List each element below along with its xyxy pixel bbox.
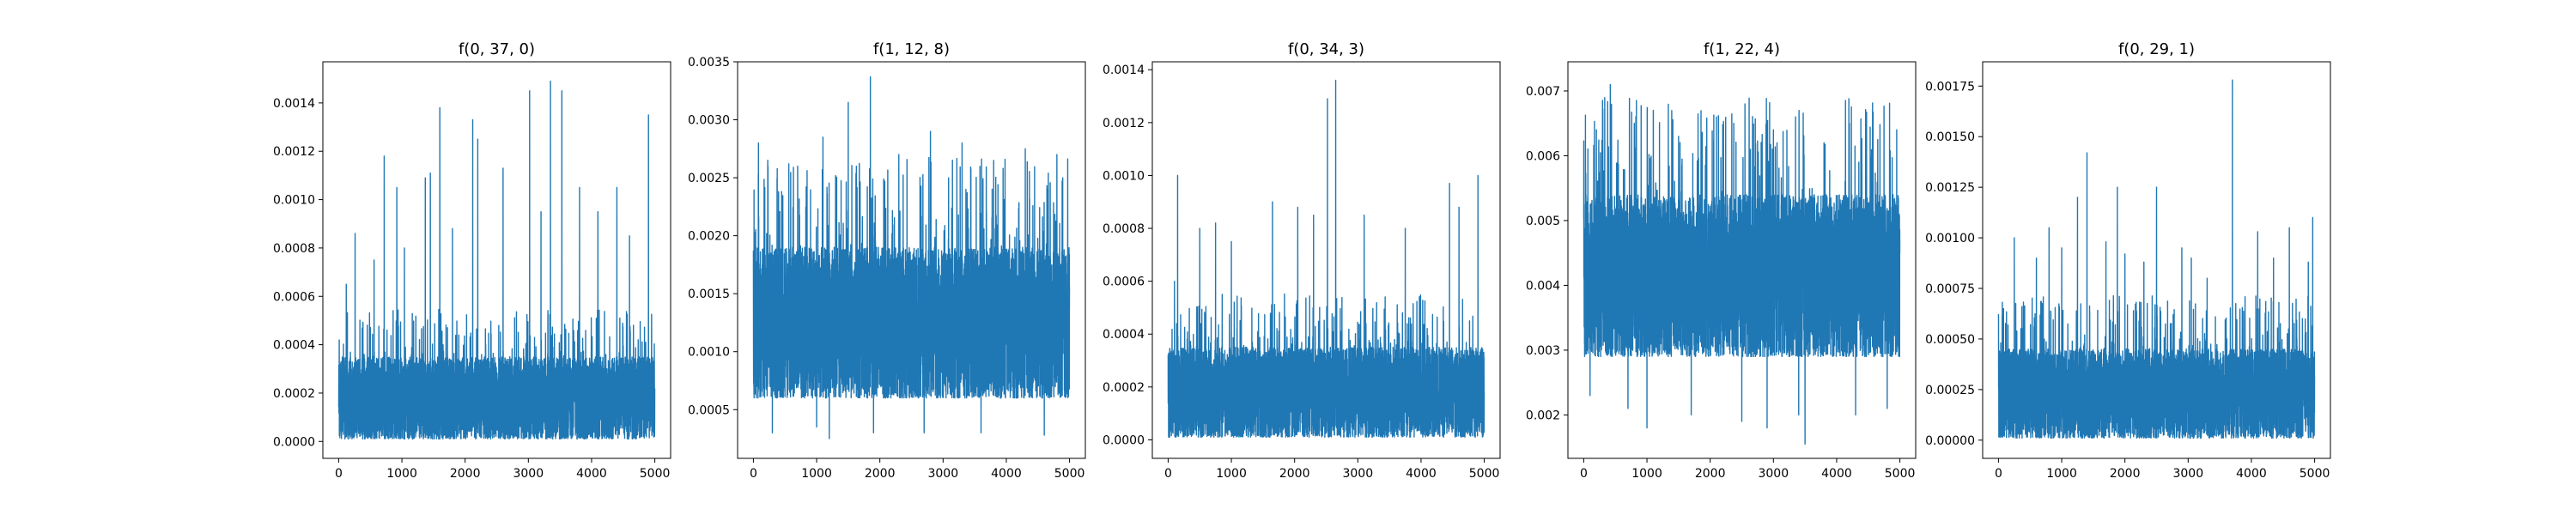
chart-title: f(1, 12, 8)	[873, 40, 950, 58]
x-tick-label: 0	[1580, 467, 1588, 481]
x-tick-label: 5000	[2300, 467, 2330, 481]
y-tick-label: 0.0006	[273, 290, 315, 304]
x-tick-label: 0	[1164, 467, 1172, 481]
x-tick-label: 5000	[640, 467, 671, 481]
x-tick-label: 5000	[1469, 467, 1500, 481]
axes-frame	[737, 61, 1086, 459]
axes-frame	[1567, 61, 1917, 459]
y-tick-label: 0.003	[1526, 344, 1560, 358]
chart-title: f(0, 37, 0)	[459, 40, 535, 58]
x-tick-label: 4000	[991, 467, 1022, 481]
x-tick-label: 2000	[865, 467, 896, 481]
x-tick-label: 3000	[927, 467, 958, 481]
y-tick-label: 0.0010	[273, 194, 315, 208]
series-line	[1167, 79, 1485, 439]
chart-panel-3: f(0, 34, 3) 0 1000 2000 3000 4000 5000 0.0000 0…	[1103, 40, 1501, 481]
y-tick-label: 0.0002	[273, 387, 315, 401]
x-tick-label: 2000	[1695, 467, 1726, 481]
y-tick-label: 0.00150	[1925, 130, 1975, 144]
y-tick-label: 0.0008	[1103, 222, 1145, 236]
x-tick-label: 3000	[1758, 467, 1789, 481]
series-line	[1997, 79, 2316, 439]
chart-panel-4: f(1, 22, 4) 0 1000 2000 3000 4000 5000 0.002 0.…	[1526, 40, 1917, 481]
chart-panel-2: f(1, 12, 8) 0 1000 2000 3000 4000 5000 0.0005 0…	[688, 40, 1086, 481]
y-tick-label: 0.004	[1526, 279, 1560, 293]
y-tick-label: 0.0000	[273, 435, 315, 449]
x-tick-label: 2000	[1279, 467, 1310, 481]
x-tick-label: 4000	[1821, 467, 1852, 481]
axes-frame	[1151, 61, 1501, 459]
x-tick-label: 1000	[386, 467, 417, 481]
y-tick-label: 0.005	[1526, 215, 1560, 228]
y-tick-label: 0.0004	[273, 339, 315, 353]
x-tick-label: 2000	[450, 467, 481, 481]
x-tick-label: 3000	[2172, 467, 2203, 481]
x-tick-label: 1000	[801, 467, 832, 481]
x-tick-label: 1000	[1631, 467, 1662, 481]
axes-frame	[322, 61, 671, 459]
y-tick-label: 0.0030	[688, 114, 730, 128]
y-tick-label: 0.0012	[1103, 117, 1145, 130]
y-tick-label: 0.00025	[1925, 384, 1975, 397]
x-tick-label: 3000	[513, 467, 544, 481]
chart-title: f(0, 29, 1)	[2118, 40, 2195, 58]
x-tick-label: 4000	[1406, 467, 1437, 481]
y-tick-label: 0.002	[1526, 409, 1560, 422]
series-line	[337, 80, 656, 440]
x-tick-label: 3000	[1342, 467, 1373, 481]
chart-panel-5: f(0, 29, 1) 0 1000 2000 3000 4000 5000 0.00000…	[1925, 40, 2331, 481]
y-tick-label: 0.00075	[1925, 282, 1975, 296]
y-tick-label: 0.0025	[688, 172, 730, 185]
y-tick-label: 0.0002	[1103, 381, 1145, 395]
y-tick-label: 0.00000	[1925, 434, 1975, 448]
y-tick-label: 0.00050	[1925, 333, 1975, 347]
y-tick-label: 0.0020	[688, 230, 730, 244]
y-tick-label: 0.007	[1526, 85, 1560, 99]
x-tick-label: 5000	[1885, 467, 1916, 481]
y-tick-label: 0.0006	[1103, 276, 1145, 289]
y-tick-label: 0.0008	[273, 242, 315, 256]
x-tick-label: 5000	[1054, 467, 1085, 481]
y-tick-label: 0.00125	[1925, 181, 1975, 195]
x-tick-label: 4000	[2236, 467, 2267, 481]
y-tick-label: 0.0000	[1103, 433, 1145, 447]
y-tick-label: 0.00175	[1925, 80, 1975, 94]
chart-panel-1: f(0, 37, 0) 0 1000 2000 3000 4000 5000 0.0000 0…	[273, 40, 671, 481]
y-tick-label: 0.0014	[273, 97, 315, 111]
x-tick-label: 4000	[576, 467, 607, 481]
x-tick-label: 1000	[2046, 467, 2077, 481]
y-tick-label: 0.006	[1526, 149, 1560, 163]
y-tick-label: 0.0004	[1103, 328, 1145, 342]
y-tick-label: 0.0015	[688, 288, 730, 301]
axes-frame	[1982, 61, 2331, 459]
y-tick-label: 0.0014	[1103, 64, 1145, 77]
x-tick-label: 1000	[1216, 467, 1247, 481]
y-tick-label: 0.0035	[688, 56, 730, 70]
series-line	[1583, 83, 1901, 445]
y-tick-label: 0.0010	[1103, 169, 1145, 183]
chart-title: f(0, 34, 3)	[1288, 40, 1364, 58]
y-tick-label: 0.00100	[1925, 232, 1975, 245]
chart-title: f(1, 22, 4)	[1704, 40, 1780, 58]
y-tick-label: 0.0005	[688, 403, 730, 417]
x-tick-label: 0	[335, 467, 343, 481]
x-tick-label: 2000	[2110, 467, 2141, 481]
y-tick-label: 0.0012	[273, 145, 315, 159]
x-tick-label: 0	[750, 467, 757, 481]
series-line	[752, 76, 1071, 439]
x-tick-label: 0	[1995, 467, 2002, 481]
y-tick-label: 0.0010	[688, 346, 730, 360]
